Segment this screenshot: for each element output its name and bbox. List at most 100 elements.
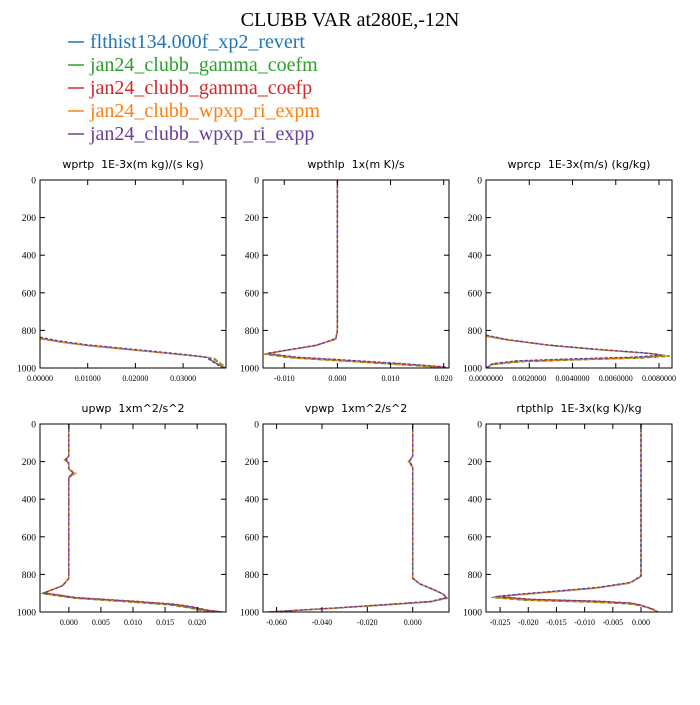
plot-frame xyxy=(39,179,227,369)
y-tick-label: 200 xyxy=(245,458,260,468)
x-tick-label: -0.020 xyxy=(357,618,378,627)
y-tick-label: 600 xyxy=(22,533,37,543)
y-tick-label: 600 xyxy=(245,533,260,543)
y-tick-label: 0 xyxy=(254,177,259,187)
y-tick-label: 0 xyxy=(254,421,259,431)
series-line xyxy=(495,424,659,612)
series-line xyxy=(266,180,448,368)
chart-panel: vpwp 1xm^2/s^2 0 200 400 600 800 1000 -0.060 -0.… xyxy=(240,402,450,627)
series-line xyxy=(41,424,222,612)
y-tick-label: 800 xyxy=(245,327,260,337)
chart-panels: wprtp 1E-3x(m kg)/(s kg) 0 200 400 600 800 100… xyxy=(17,158,676,627)
y-tick-label: 600 xyxy=(468,533,483,543)
y-tick-label: 800 xyxy=(245,571,260,581)
x-tick-label: -0.060 xyxy=(266,618,287,627)
legend-label: jan24_clubb_gamma_coefp xyxy=(89,77,312,99)
series-line xyxy=(267,424,448,612)
series-line xyxy=(40,424,217,612)
x-tick-label: 0.010 xyxy=(382,374,400,383)
y-tick-label: 800 xyxy=(22,327,37,337)
x-tick-label: 0.00000 xyxy=(27,374,53,383)
y-tick-label: 400 xyxy=(22,252,37,262)
chart-panel: wprcp 1E-3x(m/s) (kg/kg) 0 200 400 600 800 100… xyxy=(463,158,676,383)
y-tick-label: 1000 xyxy=(17,609,36,619)
legend-label: jan24_clubb_wpxp_ri_expp xyxy=(89,123,314,145)
series-line xyxy=(486,334,662,368)
series-line xyxy=(42,424,223,612)
y-tick-label: 1000 xyxy=(240,365,259,375)
y-tick-label: 1000 xyxy=(463,365,482,375)
figure-title: CLUBB VAR at280E,-12N xyxy=(241,9,460,31)
series-group xyxy=(263,180,449,368)
y-tick-label: 200 xyxy=(468,214,483,224)
plot-frame xyxy=(485,179,673,369)
y-tick-label: 1000 xyxy=(17,365,36,375)
y-tick-label: 0 xyxy=(477,421,482,431)
y-tick-label: 200 xyxy=(22,214,37,224)
y-tick-label: 400 xyxy=(245,252,260,262)
chart-panel: rtpthlp 1E-3x(kg K)/kg02004006008001000-… xyxy=(463,402,673,627)
y-tick-label: 0 xyxy=(477,177,482,187)
y-tick-label: 1000 xyxy=(463,609,482,619)
series-group xyxy=(40,424,223,612)
y-tick-label: 1000 xyxy=(240,609,259,619)
x-tick-label: -0.005 xyxy=(602,618,623,627)
legend-entry: jan24_clubb_gamma_coefp xyxy=(68,77,312,99)
panel-title: upwp 1xm^2/s^2 xyxy=(81,402,184,415)
x-tick-label: 0.020 xyxy=(188,618,206,627)
legend-entry: jan24_clubb_wpxp_ri_expm xyxy=(68,100,320,122)
panel-title: wprcp 1E-3x(m/s) (kg/kg) xyxy=(508,158,651,171)
y-tick-label: 400 xyxy=(468,252,483,262)
y-tick-label: 0 xyxy=(31,421,36,431)
y-tick-label: 800 xyxy=(22,571,37,581)
x-tick-label: 0.010 xyxy=(124,618,142,627)
series-line xyxy=(265,180,446,368)
y-tick-label: 200 xyxy=(22,458,37,468)
series-line xyxy=(40,337,226,368)
x-tick-label: 0.000 xyxy=(404,618,422,627)
series-group xyxy=(40,336,226,368)
x-tick-label: -0.020 xyxy=(518,618,539,627)
y-tick-label: 400 xyxy=(22,496,37,506)
x-tick-label: 0.020 xyxy=(435,374,453,383)
series-group xyxy=(491,424,659,612)
series-line xyxy=(496,424,659,612)
series-line xyxy=(40,336,224,368)
panel-title: wpthlp 1x(m K)/s xyxy=(307,158,405,171)
x-tick-label: 0.03000 xyxy=(170,374,196,383)
series-group xyxy=(266,424,449,612)
panel-title: rtpthlp 1E-3x(kg K)/kg xyxy=(516,402,641,415)
x-tick-label: -0.010 xyxy=(574,618,595,627)
chart-panel: upwp 1xm^2/s^2 0 200 400 600 800 1000 0.000 0.00… xyxy=(17,402,227,627)
plot-frame xyxy=(262,179,450,369)
x-tick-label: -0.025 xyxy=(490,618,511,627)
y-tick-label: 800 xyxy=(468,571,483,581)
series-line xyxy=(267,180,449,368)
y-tick-label: 600 xyxy=(245,289,260,299)
x-tick-label: 0.02000 xyxy=(122,374,148,383)
x-tick-label: 0.0080000 xyxy=(642,374,676,383)
x-tick-label: 0.0020000 xyxy=(512,374,546,383)
panel-title: vpwp 1xm^2/s^2 xyxy=(305,402,408,415)
y-tick-label: 400 xyxy=(468,496,483,506)
plot-frame xyxy=(39,423,227,613)
series-line xyxy=(493,424,659,612)
x-tick-label: 0.000 xyxy=(632,618,650,627)
y-tick-label: 400 xyxy=(245,496,260,506)
legend-entry: flthist134.000f_xp2_revert xyxy=(68,31,305,53)
plot-frame xyxy=(262,423,450,613)
chart-panel: wpthlp 1x(m K)/s 0 200 400 600 800 1000 -0.010 0… xyxy=(240,158,453,383)
series-line xyxy=(263,180,445,368)
x-tick-label: 0.000 xyxy=(328,374,346,383)
series-line xyxy=(494,424,659,612)
x-tick-label: 0.0040000 xyxy=(556,374,590,383)
x-tick-label: 0.000 xyxy=(60,618,78,627)
y-tick-label: 600 xyxy=(468,289,483,299)
y-tick-label: 0 xyxy=(31,177,36,187)
legend-label: jan24_clubb_gamma_coefm xyxy=(89,54,318,76)
legend: flthist134.000f_xp2_revertjan24_clubb_ga… xyxy=(68,31,320,145)
series-group xyxy=(486,334,670,368)
legend-entry: jan24_clubb_wpxp_ri_expp xyxy=(68,123,314,145)
series-line xyxy=(491,424,659,612)
